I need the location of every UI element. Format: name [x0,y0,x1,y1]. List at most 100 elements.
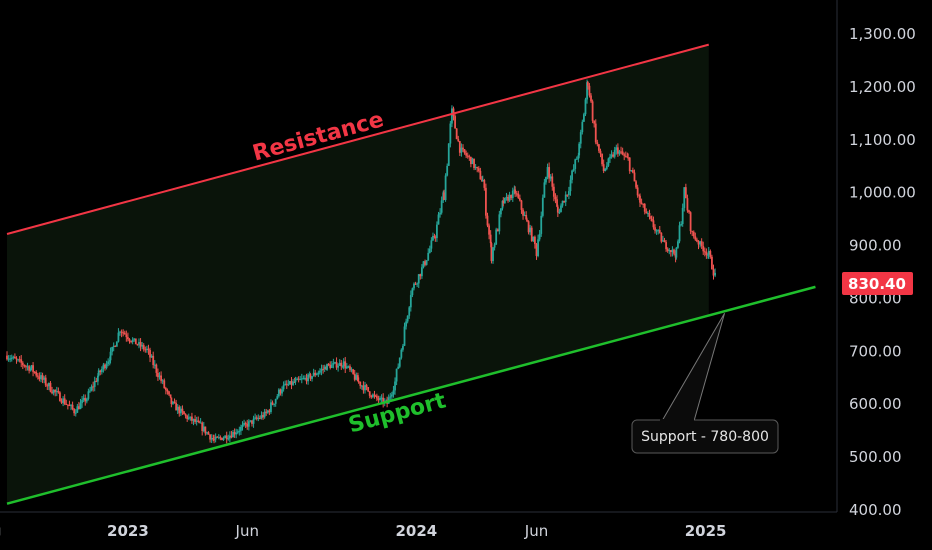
candle-body[interactable] [152,355,155,366]
candle-body[interactable] [586,82,588,100]
candle-body[interactable] [395,368,398,382]
candle-body[interactable] [307,374,309,382]
candle-body[interactable] [618,151,621,154]
candle-body[interactable] [33,371,36,373]
candle-body[interactable] [419,274,422,277]
candle-body[interactable] [342,361,345,367]
candle-body[interactable] [353,373,356,380]
candle-body[interactable] [54,389,57,392]
candle-body[interactable] [29,368,32,371]
candle-body[interactable] [273,403,276,405]
candle-body[interactable] [302,378,305,380]
candle-body[interactable] [691,231,694,233]
candle-body[interactable] [300,378,303,380]
candle-body[interactable] [635,181,637,188]
candle-body[interactable] [700,241,703,247]
candle-body[interactable] [164,387,167,391]
candle-body[interactable] [345,366,348,369]
candle-body[interactable] [578,143,581,156]
candle-body[interactable] [52,389,55,394]
candle-body[interactable] [631,170,634,173]
candle-body[interactable] [677,241,679,248]
candle-body[interactable] [654,227,656,231]
candle-body[interactable] [262,415,264,418]
candle-body[interactable] [173,401,176,403]
candle-body[interactable] [109,351,112,361]
candle-body[interactable] [68,405,71,407]
candle-body[interactable] [598,144,600,151]
candle-body[interactable] [663,240,666,243]
candle-body[interactable] [668,250,671,252]
candle-body[interactable] [397,366,400,369]
support-line[interactable] [6,285,816,505]
candle-body[interactable] [311,376,313,379]
candle-body[interactable] [703,251,706,253]
candle-body[interactable] [344,361,347,369]
candle-body[interactable] [525,215,528,220]
candle-body[interactable] [400,349,403,358]
candle-body[interactable] [216,436,219,438]
candle-body[interactable] [684,187,687,199]
candle-body[interactable] [572,168,575,171]
candle-body[interactable] [356,375,359,382]
candle-body[interactable] [326,364,328,370]
candle-body[interactable] [522,209,524,216]
candle-body[interactable] [320,368,323,371]
support-callout-box[interactable] [631,419,779,454]
candle-body[interactable] [222,437,225,440]
candle-body[interactable] [138,342,140,345]
candle-body[interactable] [648,213,651,217]
candle-body[interactable] [633,172,636,182]
candle-body[interactable] [221,437,223,440]
candle-body[interactable] [41,375,44,380]
candle-body[interactable] [230,435,233,438]
candle-body[interactable] [281,389,283,394]
candle-body[interactable] [257,417,260,419]
candle-body[interactable] [515,193,518,195]
candle-body[interactable] [556,199,558,207]
candle-body[interactable] [25,366,27,368]
candle-body[interactable] [142,345,145,350]
candle-body[interactable] [443,192,445,201]
candle-body[interactable] [567,191,570,196]
candle-body[interactable] [21,362,24,366]
candle-body[interactable] [490,243,493,262]
candle-body[interactable] [368,391,371,396]
candle-body[interactable] [224,435,227,438]
candle-body[interactable] [596,142,599,145]
candle-body[interactable] [225,435,228,440]
candle-body[interactable] [514,189,517,194]
candle-body[interactable] [233,432,236,435]
candle-body[interactable] [111,346,114,352]
candle-body[interactable] [57,391,60,393]
candle-body[interactable] [26,366,29,368]
candle-body[interactable] [108,360,111,362]
candle-body[interactable] [666,249,669,251]
candle-body[interactable] [133,338,136,340]
candle-body[interactable] [76,406,79,413]
candles-layer[interactable] [6,79,716,444]
candle-body[interactable] [586,82,589,86]
candle-body[interactable] [199,422,202,424]
candle-body[interactable] [665,242,667,250]
candle-body[interactable] [96,375,99,382]
candle-body[interactable] [312,372,315,377]
candle-body[interactable] [414,283,417,285]
candle-body[interactable] [82,397,85,401]
candle-body[interactable] [496,229,499,232]
candle-body[interactable] [476,166,479,169]
candle-body[interactable] [89,390,91,392]
candle-body[interactable] [90,386,93,391]
candle-body[interactable] [279,389,282,394]
candle-body[interactable] [243,423,245,426]
candle-body[interactable] [157,372,159,378]
candle-body[interactable] [615,147,618,150]
candle-body[interactable] [359,381,362,386]
candle-body[interactable] [610,154,613,157]
candle-body[interactable] [304,377,306,379]
candle-body[interactable] [500,208,502,215]
candle-body[interactable] [546,167,549,177]
candle-body[interactable] [444,175,447,201]
candle-body[interactable] [428,248,431,253]
candle-body[interactable] [349,366,351,370]
